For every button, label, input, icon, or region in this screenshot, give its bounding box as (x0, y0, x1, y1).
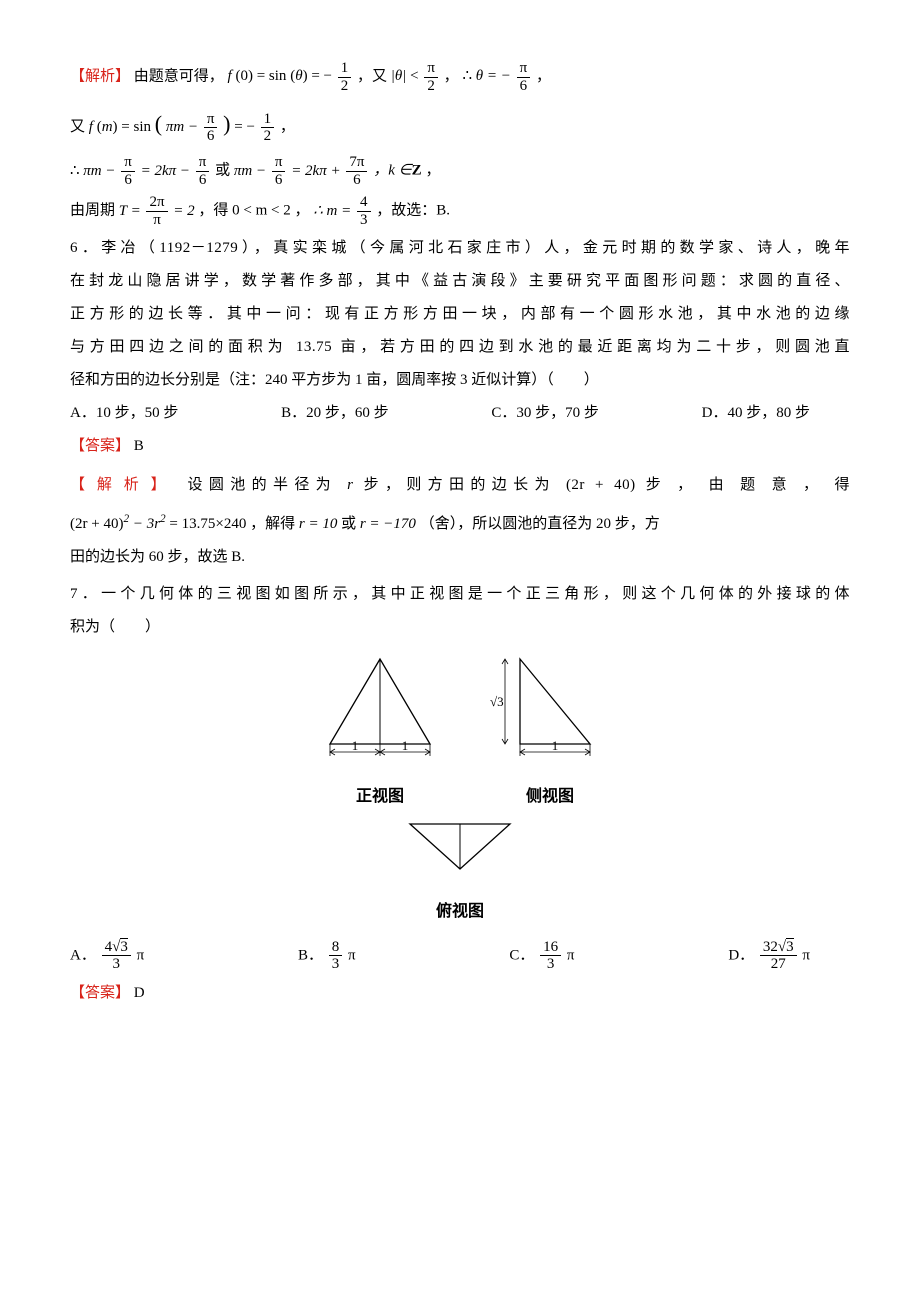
q6-text: 6．李冶（1192－1279），真实栾城（今属河北石家庄市）人，金元时期的数学家… (70, 232, 850, 265)
front-view-svg: 1 1 (310, 654, 450, 764)
top-view: 俯视图 (70, 819, 850, 929)
math-expr: T = 2ππ = 2 (119, 203, 199, 219)
three-view-diagram: 1 1 正视图 √3 (70, 654, 850, 928)
text: 由题意可得， (134, 68, 224, 84)
svg-text:1: 1 (552, 738, 559, 753)
svg-text:1: 1 (402, 738, 409, 753)
q7-text: 积为（ ） (70, 611, 850, 644)
side-view-label: 侧视图 (490, 779, 610, 814)
q6-text: 在封龙山隐居讲学，数学著作多部，其中《益古演段》主要研究平面图形问题：求圆的直径… (70, 265, 850, 298)
math-expr: |θ| < π2 (391, 68, 444, 84)
answer-label: 【答案】 (70, 438, 130, 454)
text: ，又 (357, 68, 387, 84)
math-expr: f (m) = sin ( πm − π6 ) = − 12 (89, 119, 280, 135)
analysis-line3: ∴ πm − π6 = 2kπ − π6 或 πm − π6 = 2kπ + 7… (70, 154, 850, 188)
option-c: C． 163 π (509, 939, 574, 973)
top-view-label: 俯视图 (70, 894, 850, 929)
analysis-line4: 由周期 T = 2ππ = 2 ，得 0 < m < 2 ， ∴ m = 43 … (70, 194, 850, 228)
side-view-svg: √3 1 (490, 654, 610, 764)
analysis-block-prev: 【解析】 由题意可得， f (0) = sin (θ) = − 12 ，又 |θ… (70, 60, 850, 228)
q6-text: 径和方田的边长分别是（注：240 平方步为 1 亩，圆周率按 3 近似计算）（ … (70, 364, 850, 397)
math-expr: f (0) = sin (θ) = − 12 (228, 68, 357, 84)
svg-text:√3: √3 (490, 694, 504, 709)
front-view-label: 正视图 (310, 779, 450, 814)
answer-value: B (134, 438, 144, 454)
q7-options: A． 4√33 π B． 83 π C． 163 π D． 32√327 π (70, 939, 850, 973)
q6-options: A．10 步，50 步 B．20 步，60 步 C．30 步，70 步 D．40… (70, 397, 850, 430)
option-b: B．20 步，60 步 (281, 397, 389, 430)
analysis-label: 【解析】 (70, 68, 130, 84)
q7-text: 7．一个几何体的三视图如图所示，其中正视图是一个正三角形，则这个几何体的外接球的… (70, 578, 850, 611)
option-a: A． 4√33 π (70, 939, 144, 973)
q7-answer: 【答案】 D (70, 977, 850, 1010)
question-6: 6．李冶（1192－1279），真实栾城（今属河北石家庄市）人，金元时期的数学家… (70, 232, 850, 574)
q6-analysis-line3: 田的边长为 60 步，故选 B. (70, 541, 850, 574)
top-view-svg (390, 819, 530, 879)
option-d: D． 32√327 π (728, 939, 810, 973)
front-view: 1 1 正视图 (310, 654, 450, 814)
math-expr: ∴ πm − π6 = 2kπ − π6 (70, 163, 215, 179)
q6-analysis-line2: (2r + 40)2 − 3r2 = 13.75×240 ，解得 r = 10 … (70, 508, 850, 541)
answer-label: 【答案】 (70, 985, 130, 1001)
q6-text: 与方田四边之间的面积为 13.75 亩，若方田的四边到水池的最近距离均为二十步，… (70, 331, 850, 364)
svg-text:1: 1 (352, 738, 359, 753)
option-d: D．40 步，80 步 (702, 397, 810, 430)
q6-analysis-line1: 【解析】 设圆池的半径为 r 步，则方田的边长为 (2r + 40) 步 ， 由… (70, 469, 850, 502)
math-expr: πm − π6 = 2kπ + 7π6 (234, 163, 373, 179)
q6-answer: 【答案】 B (70, 430, 850, 463)
option-a: A．10 步，50 步 (70, 397, 178, 430)
analysis-label: 【解析】 (70, 477, 177, 493)
side-view: √3 1 侧视图 (490, 654, 610, 814)
math-expr: ∴ θ = − π6 (462, 68, 536, 84)
option-b: B． 83 π (298, 939, 356, 973)
math-expr: ∴ m = 43 (313, 203, 376, 219)
analysis-line1: 【解析】 由题意可得， f (0) = sin (θ) = − 12 ，又 |θ… (70, 60, 850, 94)
question-7: 7．一个几何体的三视图如图所示，其中正视图是一个正三角形，则这个几何体的外接球的… (70, 578, 850, 1009)
analysis-line2: 又 f (m) = sin ( πm − π6 ) = − 12 ， (70, 100, 850, 148)
answer-value: D (134, 985, 145, 1001)
option-c: C．30 步，70 步 (491, 397, 599, 430)
q6-text: 正方形的边长等．其中一问：现有正方形方田一块，内部有一个圆形水池，其中水池的边缘 (70, 298, 850, 331)
